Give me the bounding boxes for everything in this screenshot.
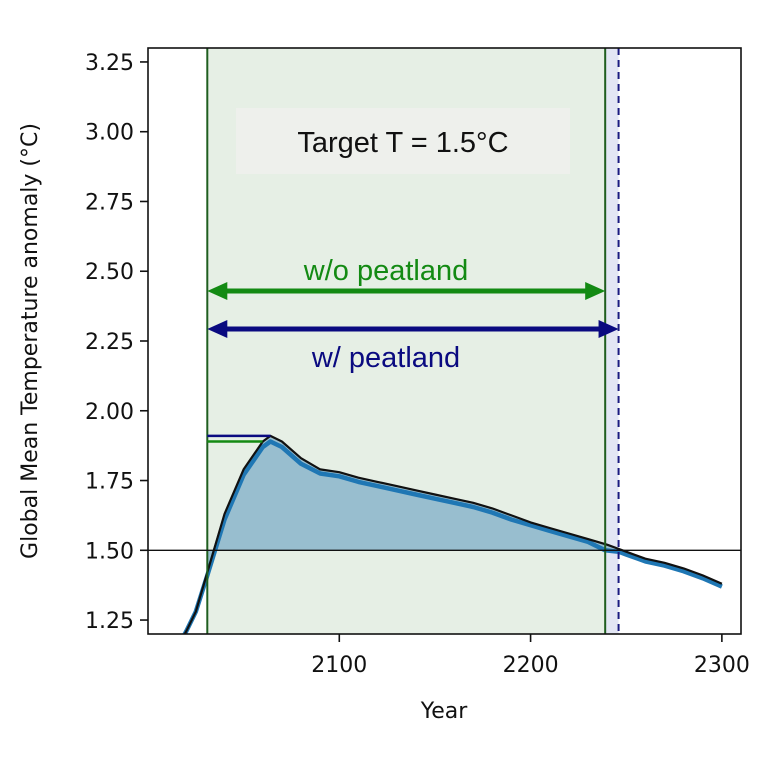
arrow-head-right	[585, 282, 606, 300]
y-tick-label: 2.75	[85, 190, 134, 215]
x-tick-label: 2300	[694, 653, 750, 678]
x-tick-label: 2100	[311, 653, 367, 678]
arrow-head-right	[598, 320, 619, 338]
w-peatland-label: w/ peatland	[311, 342, 460, 374]
x-axis-label: Year	[420, 699, 469, 724]
y-axis-label: Global Mean Temperature anomaly (°C)	[18, 123, 43, 559]
arrow-head-left	[207, 282, 228, 300]
target-label-box	[236, 108, 570, 174]
y-tick-label: 3.25	[85, 51, 134, 76]
series-line-wo-peatland	[182, 439, 723, 634]
arrow-wo-peatland	[207, 282, 606, 300]
peatland-extension-band	[605, 48, 619, 634]
x-tick-label: 2200	[503, 653, 559, 678]
y-tick-label: 2.50	[85, 260, 134, 285]
y-axis: 1.25 1.50 1.75 2.00 2.25 2.50 2.75 3.00 3.25	[85, 51, 148, 634]
y-tick-label: 1.75	[85, 470, 134, 495]
y-tick-label: 2.00	[85, 400, 134, 425]
y-tick-label: 1.50	[85, 539, 134, 564]
y-tick-label: 3.00	[85, 121, 134, 146]
wo-peatland-label: w/o peatland	[303, 255, 468, 287]
y-tick-label: 1.25	[85, 609, 134, 634]
x-axis: 2100 2200 2300	[311, 634, 750, 678]
arrow-w-peatland	[207, 320, 619, 338]
target-label: Target T = 1.5°C	[297, 127, 508, 159]
arrow-head-left	[207, 320, 228, 338]
y-tick-label: 2.25	[85, 330, 134, 355]
